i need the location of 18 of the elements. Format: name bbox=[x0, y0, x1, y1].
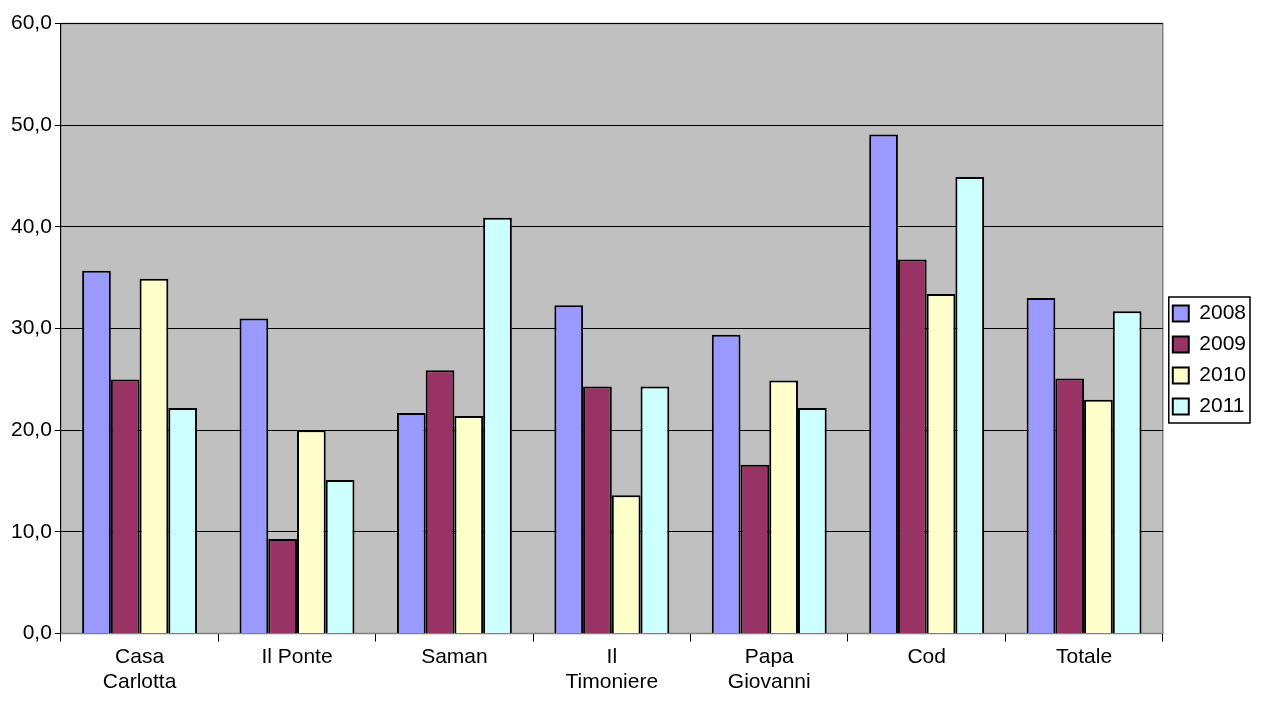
y-tick-label: 30,0 bbox=[11, 315, 52, 339]
y-tick-label: 40,0 bbox=[11, 213, 52, 237]
x-tick-label: Cod bbox=[907, 644, 946, 667]
y-tick-label: 60,0 bbox=[11, 10, 52, 34]
y-tick-label: 20,0 bbox=[11, 417, 52, 441]
x-tick-label: Papa Giovanni bbox=[727, 644, 811, 693]
y-tick-label: 0,0 bbox=[22, 620, 52, 644]
legend-label: 2008 bbox=[1199, 300, 1246, 324]
legend-label: 2010 bbox=[1199, 362, 1246, 386]
x-tick-label: Casa Carlotta bbox=[102, 644, 177, 693]
legend-label: 2011 bbox=[1199, 393, 1245, 417]
x-tick-label: Totale bbox=[1056, 644, 1113, 667]
y-tick-label: 50,0 bbox=[11, 112, 52, 136]
legend-label: 2009 bbox=[1199, 331, 1246, 355]
x-tick-label: Saman bbox=[421, 644, 488, 667]
x-tick-label: Il Ponte bbox=[261, 644, 333, 667]
y-tick-label: 10,0 bbox=[11, 518, 52, 542]
x-tick-label: Il Timoniere bbox=[565, 644, 659, 693]
